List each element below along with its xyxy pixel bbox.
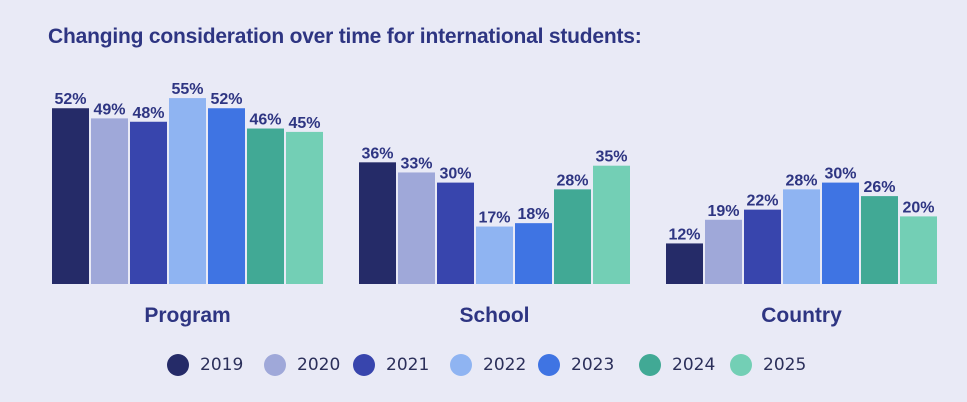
legend-label-2019: 2019 xyxy=(200,355,244,375)
data-label-school-2022: 17% xyxy=(478,210,510,227)
bar-school-2022 xyxy=(476,226,513,284)
data-label-program-2025: 45% xyxy=(288,115,320,132)
bar-chart: 52% 49% 48% 55% 52% 46% 45% Program 36% 33% 30% 17%… xyxy=(52,81,937,327)
data-label-school-2025: 35% xyxy=(595,149,627,166)
legend-swatch-2024 xyxy=(639,354,661,376)
category-label-school: School xyxy=(459,304,529,327)
data-label-country-2021: 22% xyxy=(746,193,778,210)
legend-item-2024: 2024 xyxy=(639,350,715,380)
legend-swatch-2021 xyxy=(353,354,375,376)
bar-country-2019 xyxy=(666,243,703,284)
data-label-school-2020: 33% xyxy=(400,155,432,172)
bar-country-2020 xyxy=(705,219,742,284)
data-label-program-2022: 55% xyxy=(171,81,203,98)
category-label-country: Country xyxy=(761,304,842,327)
legend-label-2023: 2023 xyxy=(571,355,615,375)
legend-swatch-2025 xyxy=(730,354,752,376)
data-label-country-2020: 19% xyxy=(707,203,739,220)
legend-swatch-2022 xyxy=(450,354,472,376)
bar-school-2024 xyxy=(554,189,591,284)
data-label-country-2019: 12% xyxy=(668,226,700,243)
legend-item-2019: 2019 xyxy=(167,350,243,380)
bar-program-2019 xyxy=(52,108,89,285)
chart-title: Changing consideration over time for int… xyxy=(48,25,642,48)
bar-country-2022 xyxy=(783,189,820,284)
legend-item-2023: 2023 xyxy=(538,350,614,380)
legend-label-2021: 2021 xyxy=(386,355,430,375)
bar-program-2024 xyxy=(247,128,284,284)
bar-country-2024 xyxy=(861,196,898,284)
bar-school-2023 xyxy=(515,223,552,284)
legend-swatch-2020 xyxy=(264,354,286,376)
bar-program-2020 xyxy=(91,118,128,284)
data-label-school-2021: 30% xyxy=(439,166,471,183)
chart-legend: 2019 2020 2021 2022 2023 2024 2025 xyxy=(0,350,967,380)
data-label-program-2024: 46% xyxy=(249,112,281,129)
legend-item-2025: 2025 xyxy=(730,350,806,380)
legend-label-2020: 2020 xyxy=(297,355,341,375)
category-label-program: Program xyxy=(144,304,230,327)
data-label-program-2019: 52% xyxy=(54,91,86,108)
bar-school-2019 xyxy=(359,162,396,284)
data-label-school-2024: 28% xyxy=(556,172,588,189)
bar-program-2023 xyxy=(208,108,245,285)
bar-program-2025 xyxy=(286,131,323,284)
data-label-country-2023: 30% xyxy=(824,166,856,183)
legend-item-2021: 2021 xyxy=(353,350,429,380)
data-label-school-2019: 36% xyxy=(361,145,393,162)
legend-item-2022: 2022 xyxy=(450,350,526,380)
bar-country-2025 xyxy=(900,216,937,284)
data-label-program-2023: 52% xyxy=(210,91,242,108)
legend-label-2022: 2022 xyxy=(483,355,527,375)
data-label-country-2024: 26% xyxy=(863,179,895,196)
data-label-country-2025: 20% xyxy=(902,199,934,216)
bar-country-2023 xyxy=(822,182,859,284)
legend-label-2024: 2024 xyxy=(672,355,716,375)
legend-swatch-2023 xyxy=(538,354,560,376)
legend-item-2020: 2020 xyxy=(264,350,340,380)
legend-label-2025: 2025 xyxy=(763,355,807,375)
bar-school-2021 xyxy=(437,182,474,284)
bar-program-2022 xyxy=(169,98,206,284)
legend-swatch-2019 xyxy=(167,354,189,376)
data-label-program-2021: 48% xyxy=(132,105,164,122)
bar-program-2021 xyxy=(130,121,167,284)
data-label-program-2020: 49% xyxy=(93,101,125,118)
bar-school-2020 xyxy=(398,172,435,284)
bar-school-2025 xyxy=(593,165,630,284)
bar-country-2021 xyxy=(744,209,781,284)
data-label-school-2023: 18% xyxy=(517,206,549,223)
data-label-country-2022: 28% xyxy=(785,172,817,189)
